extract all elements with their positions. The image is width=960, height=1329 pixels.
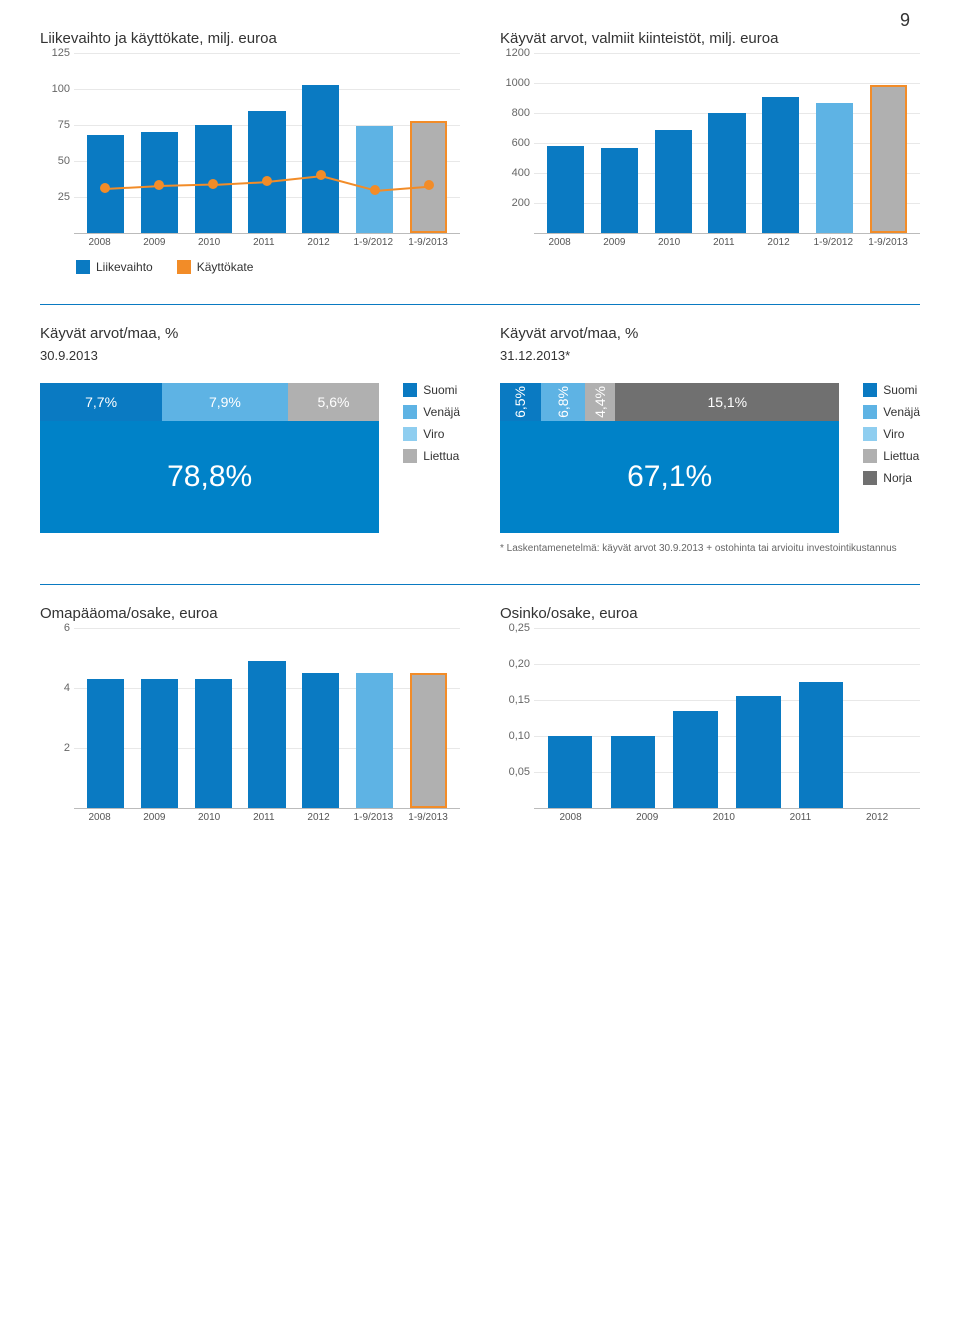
treemap-cell: 6,8% <box>541 383 585 421</box>
treemap-cell: 7,7% <box>40 383 162 421</box>
chart-maa-2013: Käyvät arvot/maa, % 30.9.2013 7,7%7,9%5,… <box>40 325 460 554</box>
chart-title: Käyvät arvot/maa, % <box>500 325 920 342</box>
x-label: 1-9/2013 <box>404 812 451 823</box>
chart-title: Omapääoma/osake, euroa <box>40 605 460 622</box>
treemap-cell: 6,5% <box>500 383 541 421</box>
bar <box>862 678 906 808</box>
legend-label: Liettua <box>883 449 919 463</box>
x-label: 2011 <box>766 812 835 823</box>
chart-omapaaoma: Omapääoma/osake, euroa 246 2008200920102… <box>40 605 460 823</box>
x-label: 2008 <box>536 237 583 248</box>
x-label: 1-9/2013 <box>404 237 451 248</box>
bar <box>601 148 638 234</box>
bar <box>248 661 285 808</box>
bar <box>195 679 232 808</box>
line-point <box>316 170 326 180</box>
chart-maa-2013-star: Käyvät arvot/maa, % 31.12.2013* 6,5%6,8%… <box>500 325 920 554</box>
bar <box>762 97 799 234</box>
bar <box>302 673 339 808</box>
x-label: 2012 <box>755 237 802 248</box>
treemap-legend: Suomi Venäjä Viro Liettua <box>403 383 460 463</box>
line-point <box>154 180 164 190</box>
x-label: 2008 <box>76 237 123 248</box>
treemap-cell: 7,9% <box>162 383 288 421</box>
chart-title: Osinko/osake, euroa <box>500 605 920 622</box>
x-label: 2008 <box>536 812 605 823</box>
bar <box>708 113 745 233</box>
x-label: 2009 <box>131 812 178 823</box>
legend-label: Viro <box>423 427 444 441</box>
x-label: 2011 <box>240 237 287 248</box>
bar <box>547 146 584 233</box>
chart1-legend: Liikevaihto Käyttökate <box>40 260 460 274</box>
chart-liikevaihto: Liikevaihto ja käyttökate, milj. euroa 2… <box>40 30 460 274</box>
treemap-main: 67,1% <box>500 421 839 534</box>
chart-osinko: Osinko/osake, euroa 0,050,100,150,200,25… <box>500 605 920 823</box>
legend-label: Norja <box>883 471 912 485</box>
treemap-legend: Suomi Venäjä Viro Liettua Norja <box>863 383 920 485</box>
treemap-cell: 5,6% <box>288 383 380 421</box>
legend-label: Liettua <box>423 449 459 463</box>
bar <box>87 679 124 808</box>
page-number: 9 <box>900 10 910 31</box>
bar <box>870 85 907 234</box>
legend-label: Venäjä <box>423 405 460 419</box>
treemap-main: 78,8% <box>40 421 379 534</box>
x-label: 2009 <box>591 237 638 248</box>
bar <box>816 103 853 234</box>
x-label: 2008 <box>76 812 123 823</box>
chart-kayvat-arvot: Käyvät arvot, valmiit kiinteistöt, milj.… <box>500 30 920 274</box>
line-point <box>262 176 272 186</box>
x-label: 2010 <box>185 237 232 248</box>
legend-label: Suomi <box>423 383 457 397</box>
treemap-cell: 15,1% <box>615 383 839 421</box>
x-label: 2012 <box>843 812 912 823</box>
x-label: 2009 <box>613 812 682 823</box>
treemap: 6,5%6,8%4,4%15,1%67,1% <box>500 383 839 533</box>
bar <box>410 673 447 808</box>
bar <box>548 736 592 808</box>
legend-kayttokate: Käyttökate <box>197 260 254 274</box>
x-label: 2010 <box>645 237 692 248</box>
line-point <box>100 183 110 193</box>
chart-title: Käyvät arvot, valmiit kiinteistöt, milj.… <box>500 30 920 47</box>
x-label: 2009 <box>131 237 178 248</box>
bar <box>799 682 843 808</box>
x-label: 1-9/2013 <box>864 237 911 248</box>
chart-title: Liikevaihto ja käyttökate, milj. euroa <box>40 30 460 47</box>
x-label: 1-9/2012 <box>350 237 397 248</box>
bar <box>356 673 393 808</box>
x-label: 2012 <box>295 812 342 823</box>
x-label: 2010 <box>185 812 232 823</box>
legend-label: Venäjä <box>883 405 920 419</box>
x-label: 2011 <box>240 812 287 823</box>
line-point <box>424 180 434 190</box>
chart-title: Käyvät arvot/maa, % <box>40 325 460 342</box>
x-label: 1-9/2012 <box>810 237 857 248</box>
separator <box>40 304 920 305</box>
x-label: 2012 <box>295 237 342 248</box>
chart-subtitle: 30.9.2013 <box>40 348 460 363</box>
treemap-cell: 4,4% <box>585 383 616 421</box>
bar <box>736 696 780 808</box>
legend-liikevaihto: Liikevaihto <box>96 260 153 274</box>
chart-subtitle: 31.12.2013* <box>500 348 920 363</box>
bar <box>611 736 655 808</box>
treemap: 7,7%7,9%5,6%78,8% <box>40 383 379 533</box>
bar <box>655 130 692 234</box>
x-label: 2010 <box>689 812 758 823</box>
chart-footnote: * Laskentamenetelmä: käyvät arvot 30.9.2… <box>500 543 920 554</box>
x-label: 1-9/2013 <box>350 812 397 823</box>
legend-label: Viro <box>883 427 904 441</box>
separator <box>40 584 920 585</box>
x-label: 2011 <box>700 237 747 248</box>
legend-label: Suomi <box>883 383 917 397</box>
line-point <box>370 185 380 195</box>
bar <box>141 679 178 808</box>
bar <box>673 711 717 808</box>
line-point <box>208 179 218 189</box>
